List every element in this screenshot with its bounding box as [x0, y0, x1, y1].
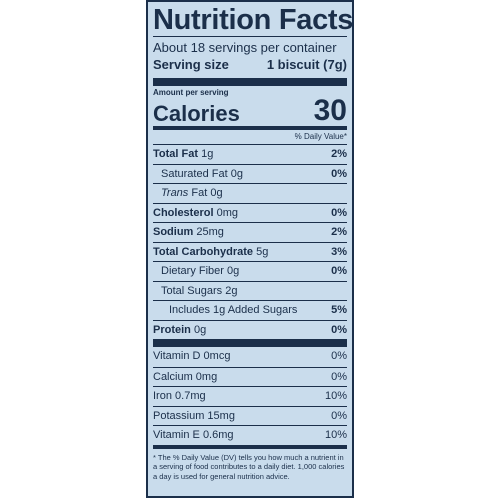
- nutrient-name: Total Fat: [153, 148, 199, 160]
- thick-divider: [153, 339, 347, 347]
- nutrient-name-prefix: Trans: [161, 187, 189, 199]
- vitamin-row-vitamin-e: Vitamin E 0.6mg 10%: [153, 425, 347, 445]
- nutrient-amount: 2g: [225, 284, 238, 297]
- nutrient-name: Sodium: [153, 226, 194, 238]
- vitamin-dv: 10%: [324, 390, 347, 402]
- amount-per-serving: Amount per serving: [153, 88, 229, 97]
- vitamin-row-vitamin-d: Vitamin D 0mcg 0%: [153, 347, 347, 367]
- nutrient-dv: 2%: [331, 148, 347, 160]
- nutrient-amount: 5g: [256, 245, 269, 258]
- nutrient-amount: 0g: [230, 167, 243, 180]
- nutrient-amount: 0g: [210, 187, 223, 199]
- calories-label: Calories: [153, 101, 240, 126]
- nutrient-row-saturated-fat: Saturated Fat 0g 0%: [153, 163, 347, 184]
- vitamin-row-calcium: Calcium 0mg 0%: [153, 366, 347, 387]
- divider: [153, 36, 347, 37]
- vitamin-row-iron: Iron 0.7mg 10%: [153, 386, 347, 406]
- vitamin-name: Iron: [153, 390, 172, 402]
- nutrient-name: Includes 1g Added Sugars: [169, 304, 298, 316]
- servings-per-container: About 18 servings per container: [153, 40, 337, 55]
- vitamin-amount: 15mg: [207, 409, 235, 422]
- medium-divider: [153, 126, 347, 130]
- footnote: * The % Daily Value (DV) tells you how m…: [153, 452, 345, 481]
- nutrient-amount: 0mg: [216, 206, 238, 219]
- calories-row: Calories 30: [153, 96, 347, 126]
- nutrient-row-total-fat: Total Fat 1g 2%: [153, 144, 347, 164]
- thick-divider: [153, 78, 347, 86]
- vitamin-amount: 0mcg: [203, 350, 231, 362]
- nutrient-row-trans-fat: Trans Fat 0g: [153, 183, 347, 203]
- nutrient-row-sodium: Sodium 25mg 2%: [153, 222, 347, 242]
- serving-size-row: Serving size 1 biscuit (7g): [153, 56, 347, 78]
- nutrient-row-dietary-fiber: Dietary Fiber 0g 0%: [153, 261, 347, 281]
- vitamin-dv: 0%: [331, 350, 347, 362]
- nutrient-amount: 0g: [193, 323, 207, 336]
- nutrition-facts-panel: Nutrition Facts About 18 servings per co…: [146, 0, 354, 498]
- nutrient-row-total-carbohydrate: Total Carbohydrate 5g 3%: [153, 241, 347, 262]
- nutrient-name: Protein: [153, 323, 191, 336]
- nutrient-name: Saturated Fat: [161, 167, 228, 180]
- vitamin-name: Calcium: [153, 370, 193, 383]
- vitamin-amount: 0.7mg: [175, 390, 206, 402]
- vitamin-name: Vitamin D: [153, 350, 201, 362]
- nutrient-row-cholesterol: Cholesterol 0mg 0%: [153, 202, 347, 223]
- nutrient-name: Cholesterol: [153, 206, 214, 219]
- nutrient-row-added-sugars: Includes 1g Added Sugars 5%: [153, 300, 347, 320]
- nutrient-dv: 0%: [331, 167, 347, 180]
- nutrient-name: Dietary Fiber: [161, 265, 224, 277]
- nutrient-dv: 3%: [331, 245, 347, 258]
- vitamin-dv: 0%: [331, 409, 347, 422]
- nutrient-dv: 5%: [331, 304, 347, 316]
- nutrient-dv: 0%: [331, 323, 347, 336]
- nutrient-dv: 0%: [331, 265, 347, 277]
- vitamin-name: Vitamin E: [153, 429, 200, 441]
- nutrient-dv: 0%: [331, 206, 347, 219]
- serving-size-value: 1 biscuit (7g): [266, 57, 347, 72]
- medium-divider: [153, 444, 347, 449]
- nutrient-amount: 25mg: [196, 226, 224, 238]
- vitamin-dv: 10%: [324, 429, 347, 441]
- nutrient-amount: 1g: [201, 148, 214, 160]
- nutrient-row-protein: Protein 0g 0%: [153, 319, 347, 340]
- nutrient-amount: 0g: [227, 265, 240, 277]
- calories-value: 30: [313, 94, 347, 127]
- nutrient-name: Total Carbohydrate: [153, 245, 254, 258]
- serving-size-label: Serving size: [153, 57, 229, 72]
- vitamin-amount: 0.6mg: [202, 429, 234, 441]
- daily-value-header: % Daily Value*: [294, 132, 347, 141]
- vitamin-row-potassium: Potassium 15mg 0%: [153, 405, 347, 426]
- vitamin-name: Potassium: [153, 409, 205, 422]
- vitamin-amount: 0mg: [195, 370, 218, 383]
- vitamin-dv: 0%: [331, 370, 347, 383]
- nutrient-dv: 2%: [331, 226, 347, 238]
- label-title: Nutrition Facts: [153, 4, 354, 36]
- nutrient-row-total-sugars: Total Sugars 2g: [153, 280, 347, 301]
- nutrient-name: Fat: [191, 187, 208, 199]
- nutrient-name: Total Sugars: [161, 284, 223, 297]
